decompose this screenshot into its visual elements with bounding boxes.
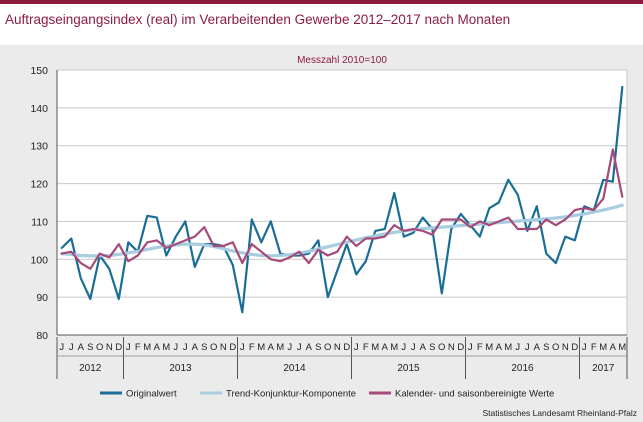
legend-label: Kalender- und saisonbereinigte Werte — [395, 389, 554, 400]
x-tick-month-label: O — [210, 342, 217, 353]
x-year-label: 2012 — [79, 363, 102, 374]
x-tick-month-label: S — [315, 342, 321, 353]
x-tick-month-label: J — [69, 342, 74, 353]
x-tick-month-label: M — [390, 342, 398, 353]
x-tick-month-label: J — [525, 342, 530, 353]
x-tick-month-label: J — [173, 342, 178, 353]
x-tick-month-label: F — [249, 342, 255, 353]
x-tick-month-label: J — [354, 342, 359, 353]
x-tick-month-label: O — [552, 342, 559, 353]
x-tick-month-label: N — [220, 342, 227, 353]
x-year-label: 2013 — [169, 363, 192, 374]
y-tick-label: 120 — [30, 179, 48, 191]
y-tick-label: 140 — [30, 103, 48, 115]
x-tick-month-label: J — [401, 342, 406, 353]
x-tick-month-label: O — [324, 342, 331, 353]
x-tick-month-label: J — [240, 342, 245, 353]
x-tick-month-label: S — [87, 342, 93, 353]
x-tick-month-label: O — [96, 342, 103, 353]
x-tick-month-label: M — [257, 342, 265, 353]
x-tick-month-label: F — [477, 342, 483, 353]
x-tick-month-label: J — [582, 342, 587, 353]
x-tick-month-label: N — [334, 342, 341, 353]
chart-subtitle: Messzahl 2010=100 — [297, 55, 387, 66]
x-tick-month-label: J — [468, 342, 473, 353]
x-tick-month-label: N — [106, 342, 113, 353]
x-tick-month-label: S — [429, 342, 435, 353]
x-tick-month-label: M — [618, 342, 626, 353]
x-tick-month-label: J — [59, 342, 64, 353]
y-tick-label: 100 — [30, 254, 48, 266]
x-year-label: 2014 — [283, 363, 306, 374]
series-line-1 — [60, 85, 624, 314]
x-tick-month-label: M — [276, 342, 284, 353]
x-tick-month-label: A — [78, 342, 85, 353]
chart-panel: Messzahl 2010=100 80 90 100 110 120 130 140 150 J… — [0, 45, 643, 422]
x-tick-month-label: A — [534, 342, 541, 353]
x-tick-month-label: A — [382, 342, 389, 353]
y-tick-label: 150 — [30, 65, 48, 77]
x-tick-month-label: N — [562, 342, 569, 353]
x-tick-month-label: A — [268, 342, 275, 353]
x-tick-month-label: N — [448, 342, 455, 353]
plot-area — [57, 70, 627, 335]
x-tick-month-label: J — [183, 342, 188, 353]
series-line-3 — [60, 148, 624, 270]
y-tick-label: 110 — [31, 216, 48, 228]
x-tick-month-label: J — [297, 342, 302, 353]
x-year-label: 2016 — [511, 363, 534, 374]
legend-label: Originalwert — [126, 389, 177, 400]
y-tick-label: 80 — [36, 330, 48, 342]
x-tick-month-label: D — [229, 342, 236, 353]
x-tick-month-label: S — [201, 342, 207, 353]
x-tick-month-label: F — [363, 342, 369, 353]
x-tick-month-label: A — [420, 342, 427, 353]
x-tick-month-label: F — [135, 342, 141, 353]
x-tick-month-label: A — [610, 342, 617, 353]
x-tick-month-label: S — [543, 342, 549, 353]
y-tick-label: 90 — [36, 292, 48, 304]
x-tick-month-label: M — [485, 342, 493, 353]
x-tick-month-label: M — [143, 342, 151, 353]
x-year-label: 2017 — [592, 363, 615, 374]
source-credit: Statistisches Landesamt Rheinland-Pfalz — [482, 408, 638, 418]
x-tick-month-label: M — [371, 342, 379, 353]
x-tick-month-label: J — [411, 342, 416, 353]
x-tick-month-label: M — [162, 342, 170, 353]
x-tick-month-label: D — [115, 342, 122, 353]
x-tick-month-label: J — [515, 342, 520, 353]
x-tick-month-label: D — [571, 342, 578, 353]
x-tick-month-label: D — [343, 342, 350, 353]
x-tick-month-label: J — [126, 342, 131, 353]
legend-label: Trend-Konjunktur-Komponente — [226, 389, 356, 400]
x-tick-month-label: A — [306, 342, 313, 353]
line-chart: Messzahl 2010=100 80 90 100 110 120 130 140 150 J… — [30, 55, 628, 400]
x-year-label: 2015 — [397, 363, 420, 374]
x-tick-month-label: J — [287, 342, 292, 353]
x-tick-month-label: D — [457, 342, 464, 353]
x-tick-month-label: M — [599, 342, 607, 353]
x-tick-month-label: F — [591, 342, 597, 353]
x-tick-month-label: O — [438, 342, 445, 353]
top-accent-rule — [0, 0, 643, 4]
x-tick-month-label: A — [154, 342, 161, 353]
x-tick-month-label: A — [496, 342, 503, 353]
y-tick-label: 130 — [30, 141, 48, 153]
x-tick-month-label: M — [504, 342, 512, 353]
chart-title: Auftragseingangsindex (real) im Verarbei… — [5, 12, 511, 27]
x-tick-month-label: A — [192, 342, 199, 353]
